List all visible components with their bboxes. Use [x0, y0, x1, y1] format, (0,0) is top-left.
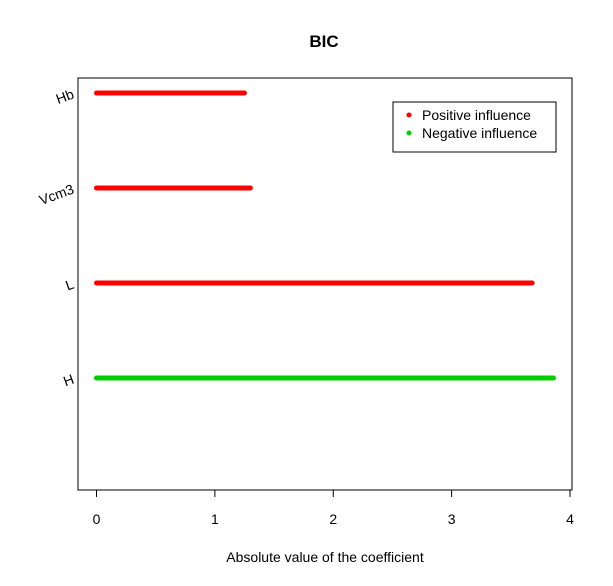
- y-tick-label-vcm3: Vcm3: [37, 181, 76, 208]
- x-tick-label-3: 3: [448, 511, 456, 527]
- legend: Positive influence Negative influence: [392, 101, 557, 153]
- legend-marker-positive: [406, 112, 412, 118]
- x-tick-label-4: 4: [566, 511, 574, 527]
- y-tick-label-l: L: [63, 276, 76, 294]
- x-axis: 0 1 2 3 4: [93, 489, 574, 527]
- x-tick-label-2: 2: [329, 511, 337, 527]
- x-tick-label-0: 0: [93, 511, 101, 527]
- bars-layer: [94, 90, 556, 381]
- y-tick-label-hb: Hb: [54, 86, 76, 107]
- legend-label-negative: Negative influence: [422, 125, 537, 141]
- legend-label-positive: Positive influence: [422, 107, 531, 123]
- x-tick-label-1: 1: [211, 511, 219, 527]
- y-tick-labels: Hb Vcm3 L H: [37, 86, 76, 390]
- legend-box: [392, 101, 557, 153]
- legend-marker-negative: [406, 130, 412, 136]
- x-axis-label: Absolute value of the coefficient: [226, 549, 424, 565]
- y-tick-label-h: H: [61, 371, 76, 389]
- chart-title: BIC: [309, 32, 338, 51]
